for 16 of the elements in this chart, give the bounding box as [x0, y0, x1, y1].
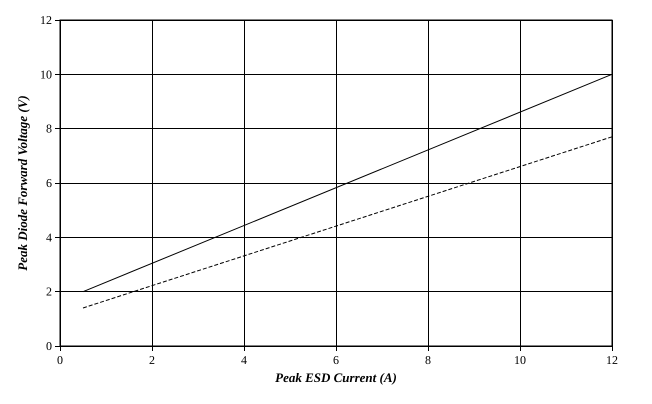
x-tick-label: 2 [149, 353, 155, 367]
x-tick-label: 10 [514, 353, 526, 367]
y-tick-label: 0 [46, 339, 52, 353]
y-axis-title: Peak Diode Forward Voltage (V) [15, 95, 30, 271]
x-tick-label: 4 [241, 353, 247, 367]
x-tick-label: 0 [57, 353, 63, 367]
x-tick-label: 12 [606, 353, 618, 367]
y-tick-label: 12 [40, 13, 52, 27]
y-tick-label: 10 [40, 67, 52, 82]
x-tick-label: 6 [333, 353, 339, 367]
y-tick-label: 6 [46, 176, 52, 190]
y-tick-label: 8 [46, 122, 52, 136]
y-tick-label: 2 [46, 284, 52, 299]
x-axis-title: Peak ESD Current (A) [275, 370, 397, 385]
y-tick-label: 4 [46, 230, 52, 244]
x-tick-label: 8 [425, 353, 431, 367]
